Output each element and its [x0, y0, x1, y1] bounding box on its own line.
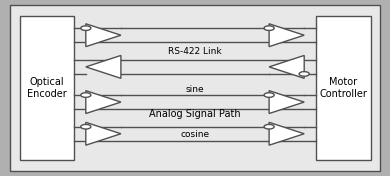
Circle shape	[264, 93, 274, 97]
Circle shape	[299, 72, 309, 76]
Text: RS-422 Link: RS-422 Link	[168, 46, 222, 56]
Polygon shape	[269, 91, 304, 114]
Text: Motor
Controller: Motor Controller	[319, 77, 367, 99]
Polygon shape	[269, 55, 304, 78]
Bar	[316, 16, 370, 160]
Text: cosine: cosine	[181, 130, 209, 139]
Polygon shape	[269, 24, 304, 47]
Circle shape	[81, 124, 91, 129]
Circle shape	[81, 26, 91, 30]
Polygon shape	[86, 91, 121, 114]
Polygon shape	[269, 122, 304, 145]
Circle shape	[81, 93, 91, 97]
Circle shape	[264, 26, 274, 30]
Polygon shape	[86, 122, 121, 145]
Circle shape	[264, 124, 274, 129]
Text: sine: sine	[186, 85, 204, 94]
Bar	[20, 16, 74, 160]
Polygon shape	[86, 55, 121, 78]
Text: Analog Signal Path: Analog Signal Path	[149, 109, 241, 118]
Polygon shape	[86, 24, 121, 47]
Text: Optical
Encoder: Optical Encoder	[27, 77, 67, 99]
